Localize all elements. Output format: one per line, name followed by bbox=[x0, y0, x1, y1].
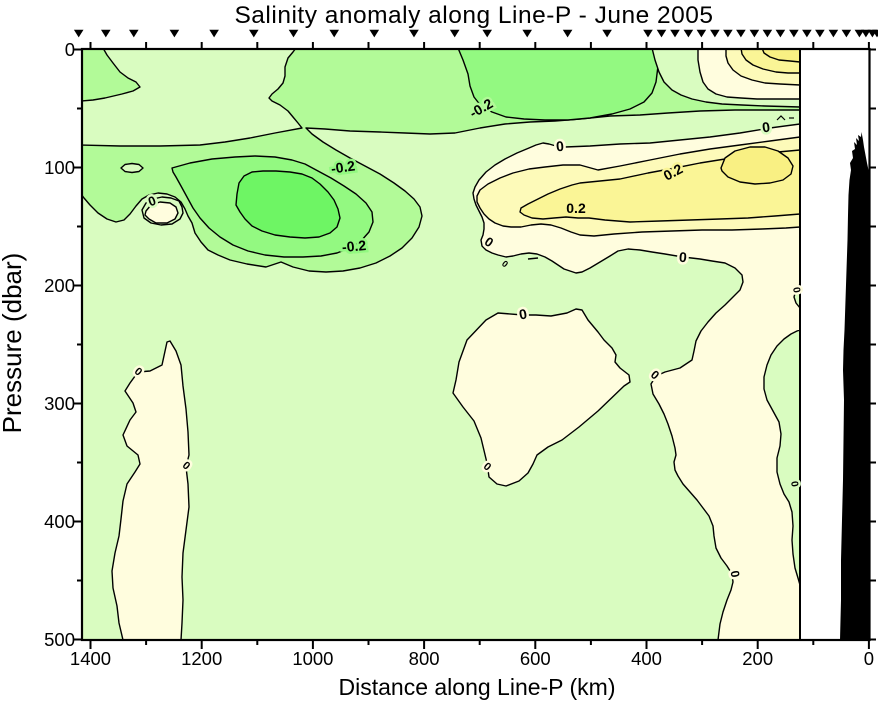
svg-text:1400: 1400 bbox=[70, 648, 111, 669]
svg-text:Pressure (dbar): Pressure (dbar) bbox=[0, 253, 27, 434]
svg-text:200: 200 bbox=[44, 275, 75, 296]
svg-text:0: 0 bbox=[864, 648, 874, 669]
svg-text:-0.2: -0.2 bbox=[330, 157, 356, 176]
svg-text:100: 100 bbox=[44, 157, 75, 178]
svg-text:0.2: 0.2 bbox=[566, 200, 586, 216]
svg-text:Salinity anomaly along Line-P: Salinity anomaly along Line-P - June 200… bbox=[234, 2, 713, 29]
svg-text:400: 400 bbox=[631, 648, 662, 669]
svg-text:400: 400 bbox=[44, 511, 75, 532]
svg-text:200: 200 bbox=[742, 648, 773, 669]
svg-text:-0.2: -0.2 bbox=[341, 237, 367, 255]
svg-text:Distance along Line-P (km): Distance along Line-P (km) bbox=[339, 674, 616, 700]
svg-text:0: 0 bbox=[678, 249, 687, 266]
svg-text:300: 300 bbox=[44, 393, 75, 414]
svg-text:1000: 1000 bbox=[292, 648, 333, 669]
svg-text:800: 800 bbox=[409, 648, 440, 669]
svg-text:500: 500 bbox=[44, 629, 75, 650]
svg-text:0: 0 bbox=[555, 138, 564, 155]
svg-text:1200: 1200 bbox=[181, 648, 222, 669]
svg-text:600: 600 bbox=[520, 648, 551, 669]
svg-text:0: 0 bbox=[65, 39, 75, 60]
